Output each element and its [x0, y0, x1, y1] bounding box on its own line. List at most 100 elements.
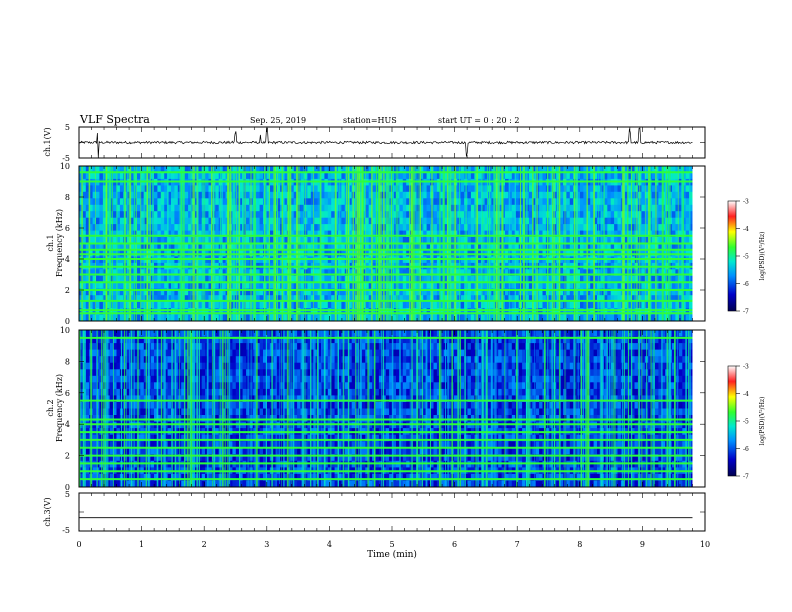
spectrogram-cell	[160, 217, 165, 225]
spectrogram-cell	[324, 198, 329, 206]
spectrogram-cell	[259, 166, 264, 173]
spectrogram-cell	[314, 217, 318, 225]
spectrogram-cell	[324, 275, 329, 283]
spectrogram-cell	[365, 198, 370, 206]
spectrogram-cell	[607, 288, 612, 296]
spectrogram-cell	[607, 191, 612, 199]
spectrogram-cell	[617, 217, 622, 225]
spectrogram-cell	[443, 275, 448, 283]
spectrogram-cell	[569, 269, 574, 277]
spectrogram-cell	[259, 301, 264, 309]
spectrogram-cell	[208, 185, 213, 193]
spectrogram-cell	[484, 191, 489, 199]
spectrogram-cell	[154, 166, 158, 173]
spectrogram-cell	[586, 301, 591, 309]
spectrogram-cell	[426, 275, 431, 283]
spectrogram-cell	[627, 295, 632, 303]
spectrogram-cell	[133, 237, 138, 244]
spectrogram-cell	[378, 191, 383, 199]
spectrogram-cell	[164, 269, 168, 277]
spectrogram-cell	[378, 237, 383, 244]
spectrogram-cell	[423, 295, 427, 303]
spectrogram-cell	[627, 243, 632, 251]
spectrogram-cell	[188, 224, 192, 231]
spectrogram-cell	[259, 172, 264, 180]
spectrogram-cell	[96, 282, 100, 290]
spectrogram-cell	[246, 237, 250, 244]
spectrogram-cell	[481, 301, 485, 309]
spectrogram-cell	[133, 308, 138, 315]
spectrogram-cell	[235, 211, 240, 219]
spectrogram-cell	[372, 217, 376, 225]
spectrogram-cell	[365, 288, 370, 296]
spectrogram-cell	[79, 191, 83, 199]
spectrogram-cell	[106, 295, 111, 303]
spectrogram-cell	[627, 172, 632, 180]
spectrogram-cell	[470, 282, 475, 290]
spectrogram-cell	[484, 204, 489, 212]
spectrogram-cell	[79, 217, 83, 225]
spectrogram-cell	[539, 224, 543, 231]
spectrogram-cell	[624, 166, 629, 173]
spectrogram-cell	[208, 204, 213, 212]
spectrogram-cell	[586, 224, 591, 231]
spectrogram-cell	[433, 198, 438, 206]
spectrogram-cell	[235, 269, 240, 277]
spectrogram-cell	[310, 191, 315, 199]
spectrogram-cell	[505, 198, 509, 206]
spectrogram-cell	[576, 211, 581, 219]
spectrogram-cell	[450, 243, 455, 251]
spectrogram-cell	[528, 275, 533, 283]
spectrogram-cell	[164, 275, 168, 283]
spectrogram-cell	[321, 198, 325, 206]
spectrogram-cell	[631, 198, 635, 206]
spectrogram-cell	[651, 269, 656, 277]
spectrogram-cell	[576, 198, 581, 206]
spectrogram-cell	[607, 204, 612, 212]
spectrogram-cell	[82, 375, 87, 383]
spectrogram-cell	[658, 172, 663, 180]
spectrogram-cell	[685, 217, 690, 225]
spectrogram-cell	[372, 166, 376, 173]
spectrogram-cell	[658, 295, 663, 303]
spectrogram-cell	[160, 224, 165, 231]
spectrogram-cell	[443, 269, 448, 277]
ch1-waveform-ticks	[78, 127, 706, 158]
spectrogram-cell	[314, 224, 318, 231]
spectrogram-cell	[385, 308, 390, 315]
spectrogram-cell	[375, 185, 380, 193]
spectrogram-cell	[89, 211, 93, 219]
spectrogram-cell	[644, 217, 649, 225]
spectrogram-cell	[576, 237, 581, 244]
spectrogram-cell	[576, 275, 581, 283]
spectrogram-cell	[603, 288, 608, 296]
spectrogram-cell	[157, 301, 162, 309]
spectrogram-cell	[82, 441, 87, 449]
spectrogram-cell	[481, 237, 485, 244]
spectrogram-cell	[580, 243, 584, 251]
spectrogram-cell	[508, 224, 513, 231]
spectrogram-cell	[678, 269, 683, 277]
spectrogram-cell	[532, 230, 537, 238]
spectrogram-cell	[665, 172, 669, 180]
spectrogram-cell	[505, 288, 509, 296]
spectrogram-cell	[607, 275, 612, 283]
spectrogram-cell	[116, 172, 121, 180]
spectrogram-cell	[481, 314, 485, 322]
spectrogram-cell	[610, 185, 615, 193]
spectrogram-cell	[610, 166, 615, 173]
spectrogram-cell	[293, 172, 298, 180]
spectrogram-cell	[419, 224, 424, 231]
spectrogram-cell	[102, 198, 107, 206]
spectrogram-cell	[300, 230, 305, 238]
spectrogram-cell	[569, 204, 574, 212]
spectrogram-cell	[242, 269, 247, 277]
spectrogram-cell	[89, 224, 93, 231]
spectrogram-cell	[627, 230, 632, 238]
spectrogram-cell	[106, 314, 111, 322]
spectrogram-cell	[590, 243, 594, 251]
spectrogram-cell	[655, 237, 659, 244]
spectrogram-cell	[372, 275, 376, 283]
spectrogram-cell	[242, 230, 247, 238]
spectrogram-cell	[569, 301, 574, 309]
